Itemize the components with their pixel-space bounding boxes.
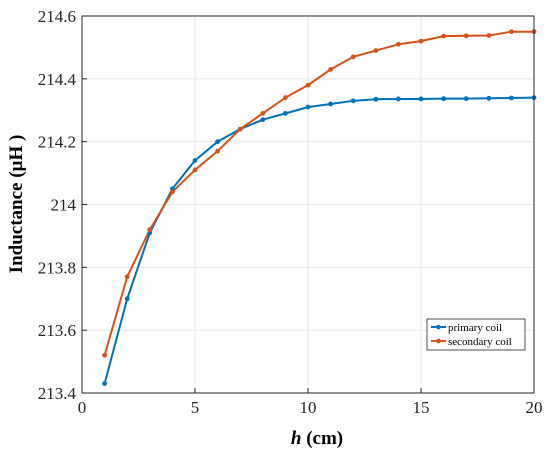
legend: primary coil secondary coil bbox=[426, 318, 526, 351]
series-lines bbox=[103, 30, 535, 384]
x-axis-title-unit: (cm) bbox=[301, 428, 343, 449]
legend-label-secondary: secondary coil bbox=[448, 336, 512, 348]
y-tick-label: 214.6 bbox=[38, 7, 76, 26]
data-point bbox=[102, 381, 107, 386]
y-tick-label: 214 bbox=[51, 196, 77, 215]
x-tick-label: 15 bbox=[413, 398, 430, 417]
x-tick-label: 5 bbox=[191, 398, 200, 417]
data-point bbox=[283, 95, 288, 101]
data-point bbox=[441, 96, 446, 102]
data-point bbox=[373, 96, 379, 102]
data-point bbox=[509, 95, 514, 101]
data-point bbox=[418, 38, 424, 44]
series-markers bbox=[102, 29, 537, 386]
x-axis-title: h (cm) bbox=[291, 428, 343, 449]
x-tick-label: 10 bbox=[300, 398, 317, 417]
data-point bbox=[283, 110, 288, 116]
data-point bbox=[486, 33, 492, 38]
data-point bbox=[215, 148, 221, 154]
x-axis-ticks: 0 5 10 15 20 bbox=[78, 388, 543, 417]
legend-box bbox=[426, 318, 526, 351]
data-point bbox=[373, 48, 379, 53]
data-point bbox=[124, 274, 130, 280]
y-tick-label: 213.4 bbox=[38, 384, 77, 403]
y-tick-label: 213.8 bbox=[38, 258, 76, 277]
legend-label-primary: primary coil bbox=[448, 322, 502, 334]
y-axis-title: Inductance (µH ) bbox=[6, 135, 27, 274]
data-point bbox=[463, 96, 469, 102]
legend-marker-secondary bbox=[436, 338, 441, 344]
data-point bbox=[102, 352, 107, 358]
data-point bbox=[463, 33, 469, 39]
data-point bbox=[509, 29, 514, 35]
series-line-primary bbox=[103, 96, 535, 384]
y-tick-label: 214.2 bbox=[38, 133, 76, 152]
data-point bbox=[260, 117, 266, 123]
x-tick-label: 0 bbox=[78, 398, 87, 417]
x-axis-title-variable: h bbox=[291, 428, 302, 449]
data-point bbox=[192, 158, 198, 163]
data-point bbox=[260, 110, 266, 116]
data-point bbox=[328, 67, 333, 72]
series-line-secondary bbox=[103, 30, 534, 356]
data-point bbox=[350, 54, 356, 60]
data-point bbox=[124, 296, 130, 302]
data-point bbox=[441, 33, 446, 39]
data-point bbox=[305, 82, 311, 88]
legend-marker-primary bbox=[436, 324, 441, 330]
data-point bbox=[215, 139, 221, 145]
data-point bbox=[486, 95, 492, 101]
y-tick-label: 214.4 bbox=[38, 70, 77, 89]
data-point bbox=[328, 101, 333, 107]
data-point bbox=[305, 104, 311, 110]
data-point bbox=[418, 96, 424, 102]
data-point bbox=[396, 41, 401, 47]
data-point bbox=[192, 167, 198, 173]
x-tick-label: 20 bbox=[526, 398, 543, 417]
data-point bbox=[170, 189, 175, 195]
y-tick-label: 213.6 bbox=[38, 321, 76, 340]
y-axis-ticks: 213.4 213.6 213.8 214 214.2 214.4 214.6 bbox=[38, 7, 87, 403]
data-point bbox=[147, 227, 153, 233]
data-point bbox=[237, 126, 243, 132]
data-point bbox=[350, 98, 356, 104]
data-point bbox=[396, 96, 401, 102]
